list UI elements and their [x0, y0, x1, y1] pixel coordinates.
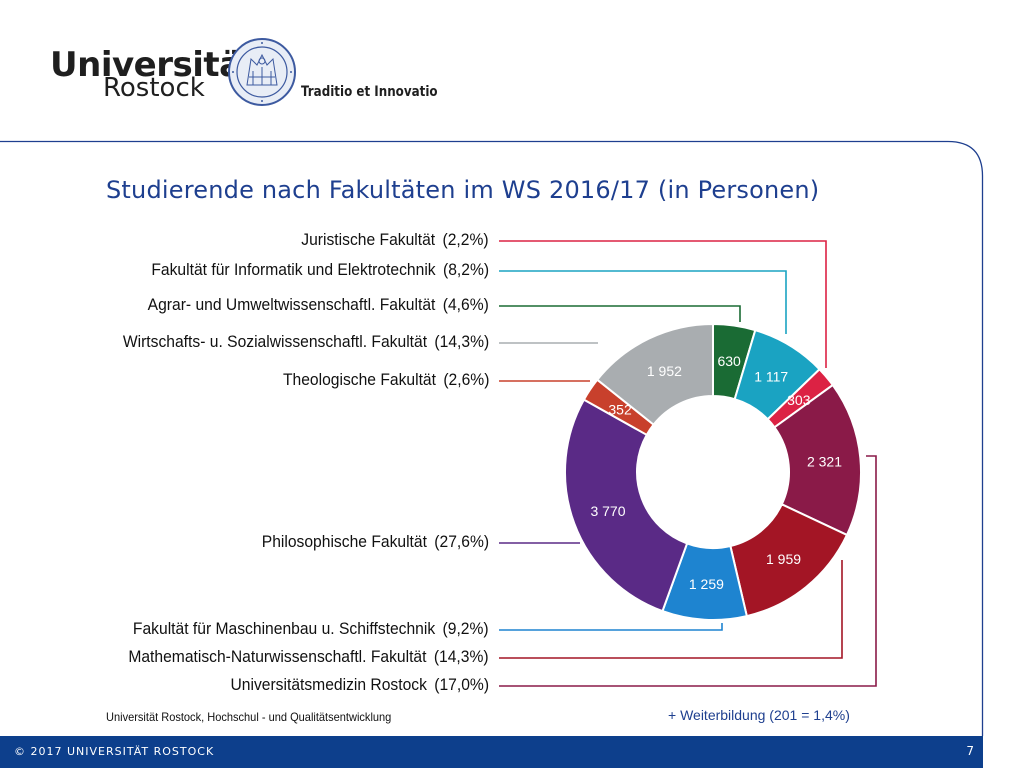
- legend-percent: (14,3%): [434, 647, 489, 666]
- legend-entry: Theologische Fakultät (2,6%): [283, 370, 489, 390]
- footer-bar: © 2017 UNIVERSITÄT ROSTOCK 7: [0, 736, 1024, 768]
- legend-percent: (14,3%): [434, 332, 489, 351]
- slice-value-label: 2 321: [807, 453, 842, 469]
- legend-entry: Mathematisch-Naturwissenschaftl. Fakultä…: [129, 647, 489, 667]
- legend-entry: Fakultät für Maschinenbau u. Schiffstech…: [133, 619, 489, 639]
- slice-value-label: 630: [717, 353, 741, 369]
- legend-label: Mathematisch-Naturwissenschaftl. Fakultä…: [128, 647, 427, 666]
- legend-percent: (27,6%): [434, 532, 489, 551]
- page-number: 7: [966, 744, 974, 758]
- legend-percent: (4,6%): [442, 295, 489, 314]
- chart-title: Studierende nach Fakultäten im WS 2016/1…: [106, 176, 820, 204]
- university-name: Universität: [50, 45, 258, 85]
- legend-entry: Philosophische Fakultät (27,6%): [262, 532, 489, 552]
- legend-entry: Wirtschafts- u. Sozialwissenschaftl. Fak…: [123, 332, 489, 352]
- source-note: Universität Rostock, Hochschul - und Qua…: [106, 710, 392, 724]
- legend-entry: Agrar- und Umweltwissenschaftl. Fakultät…: [148, 295, 489, 315]
- legend-percent: (9,2%): [442, 619, 489, 638]
- legend-label: Theologische Fakultät: [282, 370, 436, 389]
- leader-line: [499, 240, 827, 368]
- footer-edge: [983, 736, 1024, 768]
- leader-line: [499, 455, 877, 687]
- legend-label: Fakultät für Informatik und Elektrotechn…: [151, 260, 436, 279]
- slice-value-label: 1 952: [647, 363, 682, 379]
- legend-label: Fakultät für Maschinenbau u. Schiffstech…: [133, 619, 436, 638]
- leader-line: [499, 623, 723, 631]
- legend-percent: (17,0%): [434, 675, 489, 694]
- footer-copyright: © 2017 UNIVERSITÄT ROSTOCK: [14, 745, 215, 758]
- leader-line: [499, 305, 741, 322]
- slice-value-label: 3 770: [590, 503, 625, 519]
- legend-entry: Fakultät für Informatik und Elektrotechn…: [151, 260, 489, 280]
- donut-chart: 630 1 117 303 2 321 1 959 1 259 3 770 352 1 952: [499, 240, 877, 687]
- leader-line: [499, 270, 787, 334]
- page-header: Universität Rostock Traditio et Innovati…: [0, 0, 1024, 140]
- donut-slice: [595, 322, 714, 427]
- university-city: Rostock: [103, 73, 205, 103]
- university-motto: Traditio et Innovatio: [301, 84, 438, 100]
- legend-label: Philosophische Fakultät: [261, 532, 427, 551]
- slice-value-label: 1 117: [754, 368, 788, 384]
- legend-label: Wirtschafts- u. Sozialwissenschaftl. Fak…: [122, 332, 427, 351]
- slice-value-label: 1 259: [689, 576, 724, 592]
- legend-label: Agrar- und Umweltwissenschaftl. Fakultät: [147, 295, 436, 314]
- legend-percent: (8,2%): [442, 260, 489, 279]
- leader-line: [499, 560, 843, 659]
- legend-percent: (2,2%): [442, 230, 489, 249]
- donut-slice: [564, 398, 689, 613]
- slice-value-label: 1 959: [766, 551, 801, 567]
- legend-label: Universitätsmedizin Rostock: [230, 675, 427, 694]
- legend-percent: (2,6%): [442, 370, 489, 389]
- extra-note: + Weiterbildung (201 = 1,4%): [668, 707, 850, 723]
- slice-value-label: 352: [608, 401, 632, 417]
- university-seal-icon: [228, 38, 296, 106]
- slice-value-label: 303: [787, 392, 811, 408]
- legend-label: Juristische Fakultät: [301, 230, 436, 249]
- legend-entry: Juristische Fakultät (2,2%): [302, 230, 489, 250]
- legend-entry: Universitätsmedizin Rostock (17,0%): [230, 675, 489, 695]
